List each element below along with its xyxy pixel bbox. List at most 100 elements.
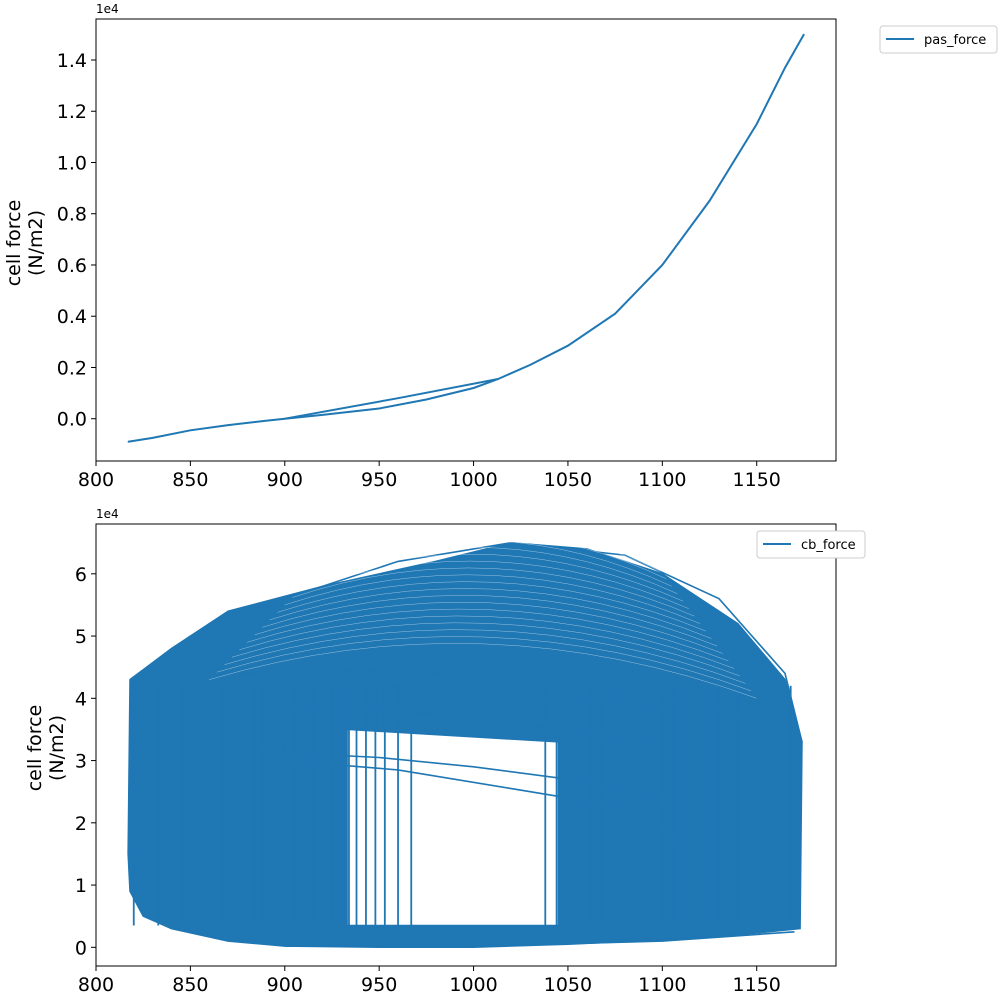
data-point xyxy=(567,345,569,347)
data-point xyxy=(614,313,616,315)
y-tick-label: 0.4 xyxy=(57,306,87,328)
y-axis-label-line2: (N/m2) xyxy=(25,210,47,276)
x-tick-label: 1050 xyxy=(544,469,592,491)
trajectory-highlight xyxy=(231,622,740,677)
trajectory-curve xyxy=(256,681,674,709)
y-tick-label: 0.0 xyxy=(57,409,87,431)
offset-text: 1e4 xyxy=(96,507,119,521)
data-point xyxy=(473,387,475,389)
y-tick-label: 4 xyxy=(75,688,87,710)
y-axis-label-line2: (N/m2) xyxy=(46,715,68,781)
trajectory-highlight xyxy=(314,547,678,594)
x-tick-label: 1050 xyxy=(544,974,592,996)
trajectory-curve xyxy=(284,759,682,843)
data-point xyxy=(227,424,229,426)
y-tick-label: 1.2 xyxy=(57,101,87,123)
legend-box xyxy=(756,530,866,559)
x-tick-label: 800 xyxy=(78,469,114,491)
x-tick-label: 1100 xyxy=(638,974,686,996)
dense-region xyxy=(127,541,803,949)
trajectory-highlight xyxy=(269,588,712,639)
trajectory-highlight xyxy=(292,567,695,617)
y-tick-label: 0.8 xyxy=(57,204,87,226)
data-point xyxy=(378,407,380,410)
x-tick-label: 850 xyxy=(172,469,208,491)
trajectory-curve xyxy=(129,541,803,743)
trajectory-highlight xyxy=(246,608,729,662)
trajectory-highlight xyxy=(216,636,752,692)
trajectory-curve xyxy=(275,703,674,749)
trajectory-highlight xyxy=(277,581,706,632)
plot-area xyxy=(127,33,805,443)
trajectory-highlight xyxy=(239,615,735,669)
series-pas-force-0 xyxy=(127,33,805,443)
y-tick-label: 5 xyxy=(75,626,87,648)
chart-2: 800 850 900 950 1000 1050 1100 1150 0 1 2 3 4 5 6 1e4 ce… xyxy=(24,507,866,996)
data-point xyxy=(189,429,191,431)
trajectory-highlight xyxy=(299,560,689,609)
plot-area xyxy=(127,526,803,949)
trajectory-highlight xyxy=(254,601,723,654)
trajectory-highlight xyxy=(262,595,718,647)
x-tick-label: 1150 xyxy=(733,974,781,996)
y-tick-label: 0.6 xyxy=(57,255,87,277)
data-point xyxy=(661,264,663,266)
y-tick-label: 2 xyxy=(75,813,87,835)
x-tick-label: 850 xyxy=(172,974,208,996)
y-tick-label: 1.4 xyxy=(57,50,87,72)
data-point xyxy=(321,414,324,416)
y-tick-label: 1.0 xyxy=(57,152,87,174)
trajectory-highlight xyxy=(337,526,661,572)
x-tick-label: 950 xyxy=(361,974,397,996)
x-tick-label: 1100 xyxy=(638,469,686,491)
trajectory-highlight xyxy=(329,533,667,580)
data-point xyxy=(265,420,267,422)
y-axis-label-line1: cell force xyxy=(24,705,46,792)
trajectory-curve xyxy=(254,750,674,805)
data-point xyxy=(152,437,154,439)
series-cb-force-0 xyxy=(127,526,803,949)
legend: pas_force xyxy=(879,25,998,54)
x-tick-label: 1000 xyxy=(449,469,497,491)
trajectory-highlight xyxy=(307,554,684,602)
data-point xyxy=(284,418,286,420)
x-tick-label: 900 xyxy=(267,974,303,996)
series-line xyxy=(127,33,805,443)
data-point xyxy=(497,378,499,380)
y-tick-label: 0.2 xyxy=(57,357,87,379)
series-pas-force-1 xyxy=(284,378,499,420)
y-tick-label: 3 xyxy=(75,751,87,773)
series-line xyxy=(284,378,499,420)
data-point xyxy=(784,67,786,69)
data-point xyxy=(803,33,805,36)
data-point xyxy=(425,398,427,401)
data-point xyxy=(127,441,129,443)
chart-1: 800 850 900 950 1000 1050 1100 1150 0.0 0.2 0.4 0.6… xyxy=(3,2,998,491)
legend-label: pas_force xyxy=(924,33,986,48)
y-tick-label: 0 xyxy=(75,937,87,959)
y-tick-label: 6 xyxy=(75,564,87,586)
y-axis-label: cell force (N/m2) xyxy=(3,200,47,287)
legend: cb_force xyxy=(756,530,866,559)
y-axis-label: cell force (N/m2) xyxy=(24,705,68,792)
y-tick-label: 1 xyxy=(75,875,87,897)
trajectory-curve xyxy=(228,669,776,724)
x-tick-label: 950 xyxy=(361,469,397,491)
trajectory-highlight xyxy=(284,574,701,624)
axes-frame xyxy=(95,18,837,462)
axes-frame xyxy=(95,523,837,967)
x-tick-label: 900 xyxy=(267,469,303,491)
data-point xyxy=(756,123,758,125)
data-point xyxy=(708,200,711,202)
x-tick-label: 800 xyxy=(78,974,114,996)
y-axis-label-line1: cell force xyxy=(3,200,25,287)
x-tick-label: 1150 xyxy=(733,469,781,491)
trajectory-highlight xyxy=(322,540,672,587)
trajectory-curve xyxy=(284,931,795,947)
offset-text: 1e4 xyxy=(96,2,119,16)
data-point xyxy=(529,364,531,366)
trajectory-highlight xyxy=(224,629,746,684)
legend-label: cb_force xyxy=(801,538,856,553)
trajectory-highlight xyxy=(209,643,757,699)
